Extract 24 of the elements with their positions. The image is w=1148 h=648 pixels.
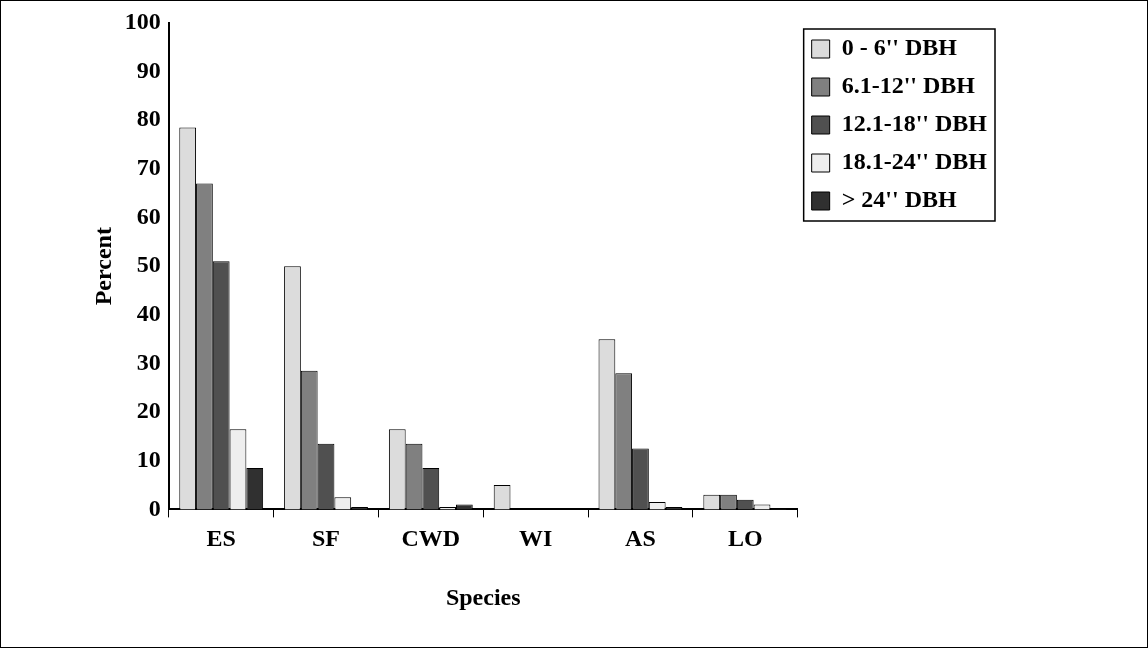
y-tick-label: 20 bbox=[136, 397, 161, 424]
y-tick-label: 10 bbox=[136, 445, 161, 472]
y-tick-label: 70 bbox=[136, 154, 161, 181]
x-tick-label: WI bbox=[518, 525, 553, 551]
x-tick-label: CWD bbox=[401, 525, 461, 551]
legend-label: 6.1-12'' DBH bbox=[841, 72, 976, 99]
y-tick-label: 100 bbox=[124, 8, 161, 35]
y-tick-label: 60 bbox=[136, 202, 161, 229]
x-tick-label: SF bbox=[312, 525, 341, 551]
y-tick-label: 90 bbox=[136, 56, 161, 83]
x-tick-label: LO bbox=[727, 525, 763, 551]
x-tick-label: AS bbox=[625, 525, 656, 551]
legend-label: 0 - 6'' DBH bbox=[841, 34, 958, 61]
y-tick-label: 50 bbox=[136, 251, 161, 278]
y-tick-label: 80 bbox=[136, 105, 161, 132]
y-tick-label: 40 bbox=[136, 300, 161, 327]
legend-label: 18.1-24'' DBH bbox=[841, 148, 988, 175]
legend-label: > 24'' DBH bbox=[841, 186, 958, 213]
legend-label: 12.1-18'' DBH bbox=[841, 110, 988, 137]
x-axis-title: Species bbox=[445, 583, 521, 610]
x-tick-label: ES bbox=[206, 525, 236, 551]
y-tick-label: 30 bbox=[136, 348, 161, 375]
y-axis-title: Percent bbox=[89, 227, 116, 306]
y-tick-label: 0 bbox=[148, 494, 161, 521]
